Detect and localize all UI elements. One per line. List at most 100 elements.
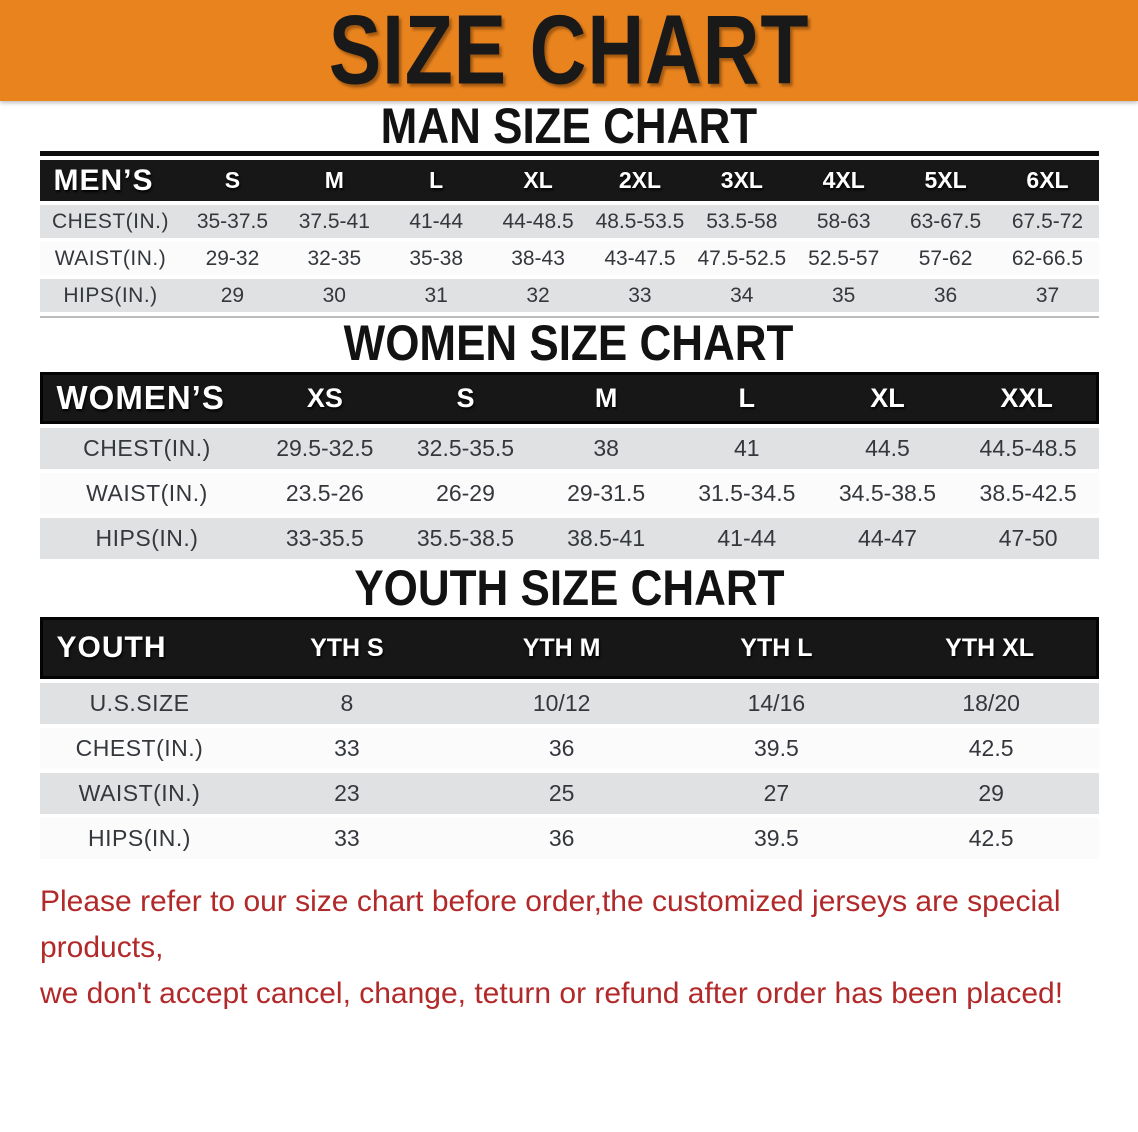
table-cell: 44-48.5	[487, 205, 589, 238]
table-cell: 67.5-72	[996, 205, 1099, 238]
row-label: CHEST(IN.)	[39, 205, 182, 238]
table-cell: 35-37.5	[181, 205, 284, 238]
table-cell: 29.5-32.5	[254, 428, 396, 469]
men-table-bottom-rule	[39, 316, 1099, 318]
table-cell: 29	[181, 279, 284, 312]
table-cell: 36	[454, 728, 669, 769]
table-cell: 44-47	[817, 518, 958, 559]
table-cell: 42.5	[883, 728, 1099, 769]
table-cell: 37.5-41	[283, 205, 386, 238]
women-col-header: M	[535, 372, 677, 424]
table-cell: 23.5-26	[254, 473, 396, 514]
men-col-header: S	[181, 160, 284, 201]
table-cell: 58-63	[792, 205, 895, 238]
table-cell: 32	[487, 279, 589, 312]
table-cell: 39.5	[669, 728, 884, 769]
men-col-header: 3XL	[690, 160, 793, 201]
table-cell: 44.5	[817, 428, 958, 469]
table-cell: 43-47.5	[589, 242, 691, 275]
youth-col-header: YTH M	[454, 617, 669, 679]
table-row: WAIST(IN.) 23 25 27 29	[39, 773, 1099, 814]
table-cell: 42.5	[883, 818, 1099, 859]
row-label: WAIST(IN.)	[39, 242, 182, 275]
table-cell: 62-66.5	[996, 242, 1099, 275]
women-col-header: XL	[817, 372, 958, 424]
table-cell: 23	[239, 773, 455, 814]
youth-section-heading-text: YOUTH SIZE CHART	[353, 560, 785, 616]
men-section-heading-text: MAN SIZE CHART	[380, 98, 758, 154]
youth-table-corner-label: YOUTH	[39, 617, 240, 679]
table-cell: 38-43	[487, 242, 589, 275]
men-col-header: 5XL	[894, 160, 997, 201]
table-cell: 34.5-38.5	[817, 473, 958, 514]
men-section: MAN SIZE CHART MEN’S S M L XL 2XL 3XL 4X…	[0, 101, 1138, 318]
women-col-header: S	[395, 372, 536, 424]
table-row: CHEST(IN.) 29.5-32.5 32.5-35.5 38 41 44.…	[39, 428, 1099, 469]
table-cell: 36	[454, 818, 669, 859]
table-cell: 31	[385, 279, 488, 312]
table-cell: 57-62	[894, 242, 997, 275]
table-cell: 37	[996, 279, 1099, 312]
row-label: CHEST(IN.)	[39, 428, 255, 469]
women-section: WOMEN SIZE CHART WOMEN’S XS S M L XL XXL…	[0, 318, 1138, 563]
table-cell: 14/16	[669, 683, 884, 724]
youth-col-header: YTH XL	[883, 617, 1099, 679]
table-cell: 32.5-35.5	[395, 428, 536, 469]
youth-section-heading: YOUTH SIZE CHART	[0, 563, 1138, 613]
table-cell: 38	[535, 428, 677, 469]
table-cell: 53.5-58	[690, 205, 793, 238]
table-cell: 38.5-41	[535, 518, 677, 559]
row-label: U.S.SIZE	[39, 683, 240, 724]
men-col-header: 2XL	[589, 160, 691, 201]
table-cell: 48.5-53.5	[589, 205, 691, 238]
row-label: WAIST(IN.)	[39, 773, 240, 814]
table-cell: 34	[690, 279, 793, 312]
table-row: HIPS(IN.) 33-35.5 35.5-38.5 38.5-41 41-4…	[39, 518, 1099, 559]
size-chart-banner: SIZE CHART	[0, 0, 1138, 101]
table-cell: 44.5-48.5	[957, 428, 1099, 469]
women-size-table: WOMEN’S XS S M L XL XXL CHEST(IN.) 29.5-…	[39, 368, 1099, 563]
men-col-header: M	[283, 160, 386, 201]
table-cell: 10/12	[454, 683, 669, 724]
table-cell: 26-29	[395, 473, 536, 514]
table-row: WAIST(IN.) 23.5-26 26-29 29-31.5 31.5-34…	[39, 473, 1099, 514]
table-row: HIPS(IN.) 33 36 39.5 42.5	[39, 818, 1099, 859]
banner-title: SIZE CHART	[328, 0, 810, 105]
table-row: CHEST(IN.) 35-37.5 37.5-41 41-44 44-48.5…	[39, 205, 1099, 238]
table-cell: 41	[676, 428, 818, 469]
women-col-header: L	[676, 372, 818, 424]
youth-size-table: YOUTH YTH S YTH M YTH L YTH XL U.S.SIZE …	[39, 613, 1099, 863]
row-label: WAIST(IN.)	[39, 473, 255, 514]
table-cell: 31.5-34.5	[676, 473, 818, 514]
youth-col-header: YTH L	[669, 617, 884, 679]
table-cell: 30	[283, 279, 386, 312]
table-cell: 52.5-57	[792, 242, 895, 275]
table-cell: 63-67.5	[894, 205, 997, 238]
table-row: WAIST(IN.) 29-32 32-35 35-38 38-43 43-47…	[39, 242, 1099, 275]
table-cell: 33	[239, 728, 455, 769]
row-label: HIPS(IN.)	[39, 279, 182, 312]
table-cell: 8	[239, 683, 455, 724]
table-cell: 33	[589, 279, 691, 312]
men-table-header-row: MEN’S S M L XL 2XL 3XL 4XL 5XL 6XL	[39, 160, 1099, 201]
men-size-table: MEN’S S M L XL 2XL 3XL 4XL 5XL 6XL CHEST…	[39, 156, 1099, 316]
table-cell: 32-35	[283, 242, 386, 275]
table-row: U.S.SIZE 8 10/12 14/16 18/20	[39, 683, 1099, 724]
men-col-header: XL	[487, 160, 589, 201]
table-cell: 25	[454, 773, 669, 814]
table-cell: 36	[894, 279, 997, 312]
youth-section: YOUTH SIZE CHART YOUTH YTH S YTH M YTH L…	[0, 563, 1138, 863]
table-cell: 38.5-42.5	[957, 473, 1099, 514]
table-cell: 35-38	[385, 242, 488, 275]
table-cell: 39.5	[669, 818, 884, 859]
women-col-header: XS	[254, 372, 396, 424]
men-table-top-rule	[39, 151, 1099, 156]
men-col-header: 4XL	[792, 160, 895, 201]
table-cell: 18/20	[883, 683, 1099, 724]
table-cell: 33-35.5	[254, 518, 396, 559]
women-table-header-row: WOMEN’S XS S M L XL XXL	[39, 372, 1099, 424]
table-cell: 33	[239, 818, 455, 859]
disclaimer-line-1: Please refer to our size chart before or…	[40, 885, 1061, 964]
table-cell: 27	[669, 773, 884, 814]
men-col-header: L	[385, 160, 488, 201]
